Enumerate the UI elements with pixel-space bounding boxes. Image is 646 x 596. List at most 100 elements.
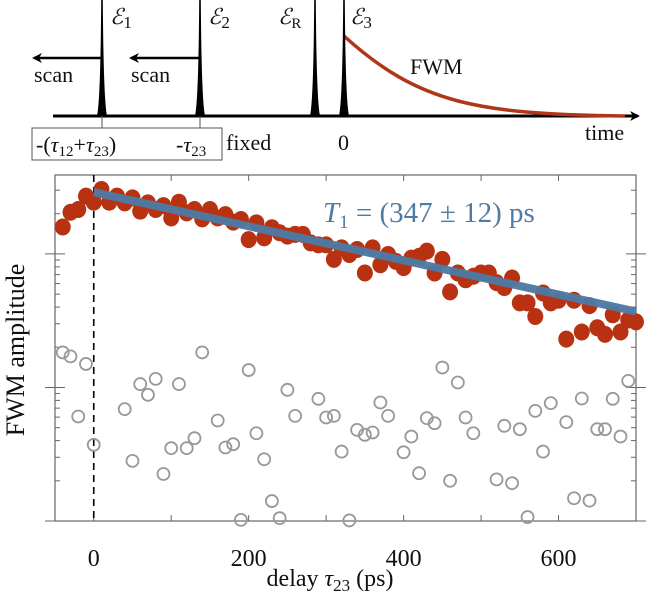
y-axis-label: FWM amplitude (1, 264, 30, 437)
background-point (520, 510, 535, 524)
background-point (536, 444, 550, 459)
pulse-diagram: ℰ1 ℰ2 ℰR ℰ3 scan scan FWM time -(τ12+τ23… (31, 0, 640, 161)
background-point (133, 377, 148, 391)
background-point (265, 494, 279, 508)
background-point (226, 437, 241, 452)
background-point (342, 513, 357, 528)
background-point (396, 445, 411, 460)
x-tick-label: 600 (541, 546, 577, 572)
pulse-label-er: ℰR (278, 4, 301, 32)
delay-box (31, 127, 223, 161)
background-point (559, 415, 574, 430)
background-point (288, 408, 303, 423)
background-point (590, 422, 605, 437)
background-point (280, 382, 295, 397)
zero-label: 0 (338, 130, 349, 155)
background-point (156, 467, 171, 481)
background-point (613, 429, 628, 444)
background-point (543, 396, 558, 411)
background-point (257, 452, 272, 467)
fwm-label: FWM (410, 54, 463, 79)
x-tick-label: 0 (88, 546, 100, 572)
fit-annotation: T1 = (347 ± 12) ps (323, 197, 535, 233)
x-tick-label: 200 (231, 546, 267, 572)
plot: T1 = (347 ± 12) ps 0 200 400 600 delay τ23 … (1, 174, 646, 595)
pulse-label-e1: ℰ1 (110, 4, 132, 32)
background-point (241, 363, 256, 377)
background-point (141, 387, 155, 402)
background-point (117, 402, 132, 417)
signal-point (70, 201, 87, 219)
fit-line (92, 188, 637, 316)
signal-point (434, 250, 451, 268)
background-point (86, 437, 101, 452)
background-point (373, 395, 388, 410)
background-point (79, 357, 93, 371)
time-label: time (585, 120, 624, 145)
background-point (621, 373, 636, 388)
fwm-decay-curve (342, 34, 626, 118)
background-point (605, 391, 620, 406)
background-point (427, 416, 442, 431)
background-point (505, 476, 519, 491)
background-point (63, 349, 78, 364)
background-point (466, 426, 481, 441)
fixed-label: fixed (226, 130, 271, 155)
signal-point (54, 218, 71, 236)
background-point (357, 427, 372, 442)
pulse-label-e3: ℰ3 (350, 4, 372, 32)
background-point (582, 493, 597, 508)
signal-point (240, 231, 257, 249)
background-point (567, 491, 581, 506)
background-point (210, 413, 225, 428)
background-point (55, 345, 70, 360)
signal-point (356, 264, 373, 282)
background-point (365, 425, 380, 440)
background-point (187, 431, 202, 446)
scan-label-2: scan (131, 62, 170, 87)
delay-label-1: -(τ12+τ23) (36, 132, 116, 160)
scan-label-1: scan (34, 62, 73, 87)
x-axis-label: delay τ23 (ps) (267, 566, 394, 595)
signal-point (85, 193, 102, 211)
background-point (404, 429, 419, 444)
signal-point (519, 294, 536, 312)
background-point (148, 371, 163, 386)
signal-point (558, 330, 575, 348)
background-point (412, 466, 426, 481)
background-point (319, 410, 334, 425)
background-point (458, 410, 473, 425)
pulse-4 (339, 0, 349, 116)
background-point (249, 426, 264, 441)
pulse-3 (310, 0, 320, 116)
delay-label-2: -τ23 (176, 132, 206, 160)
background-point (450, 375, 465, 390)
signal-point (612, 323, 629, 341)
signal-point (527, 307, 544, 325)
background-point (311, 391, 326, 406)
background-point (125, 453, 140, 468)
background-point (195, 345, 210, 360)
pulse-label-e2: ℰ2 (208, 4, 230, 32)
x-tick-label: 400 (386, 546, 422, 572)
background-point (334, 444, 349, 459)
background-point (574, 391, 589, 406)
signal-point (418, 242, 435, 260)
plot-frame (54, 174, 637, 522)
background-point (435, 360, 450, 375)
background-point (179, 441, 194, 456)
background-point (512, 422, 527, 437)
background-point (326, 408, 341, 423)
signal-point (442, 283, 459, 301)
background-point (71, 409, 86, 424)
background-point (497, 418, 512, 433)
background-point (172, 377, 186, 391)
background-point (598, 422, 612, 437)
background-point (218, 440, 233, 455)
background-point (164, 441, 179, 456)
background-point (272, 511, 287, 526)
background-point (381, 408, 396, 423)
signal-point (597, 325, 614, 343)
signal-point (628, 313, 644, 331)
